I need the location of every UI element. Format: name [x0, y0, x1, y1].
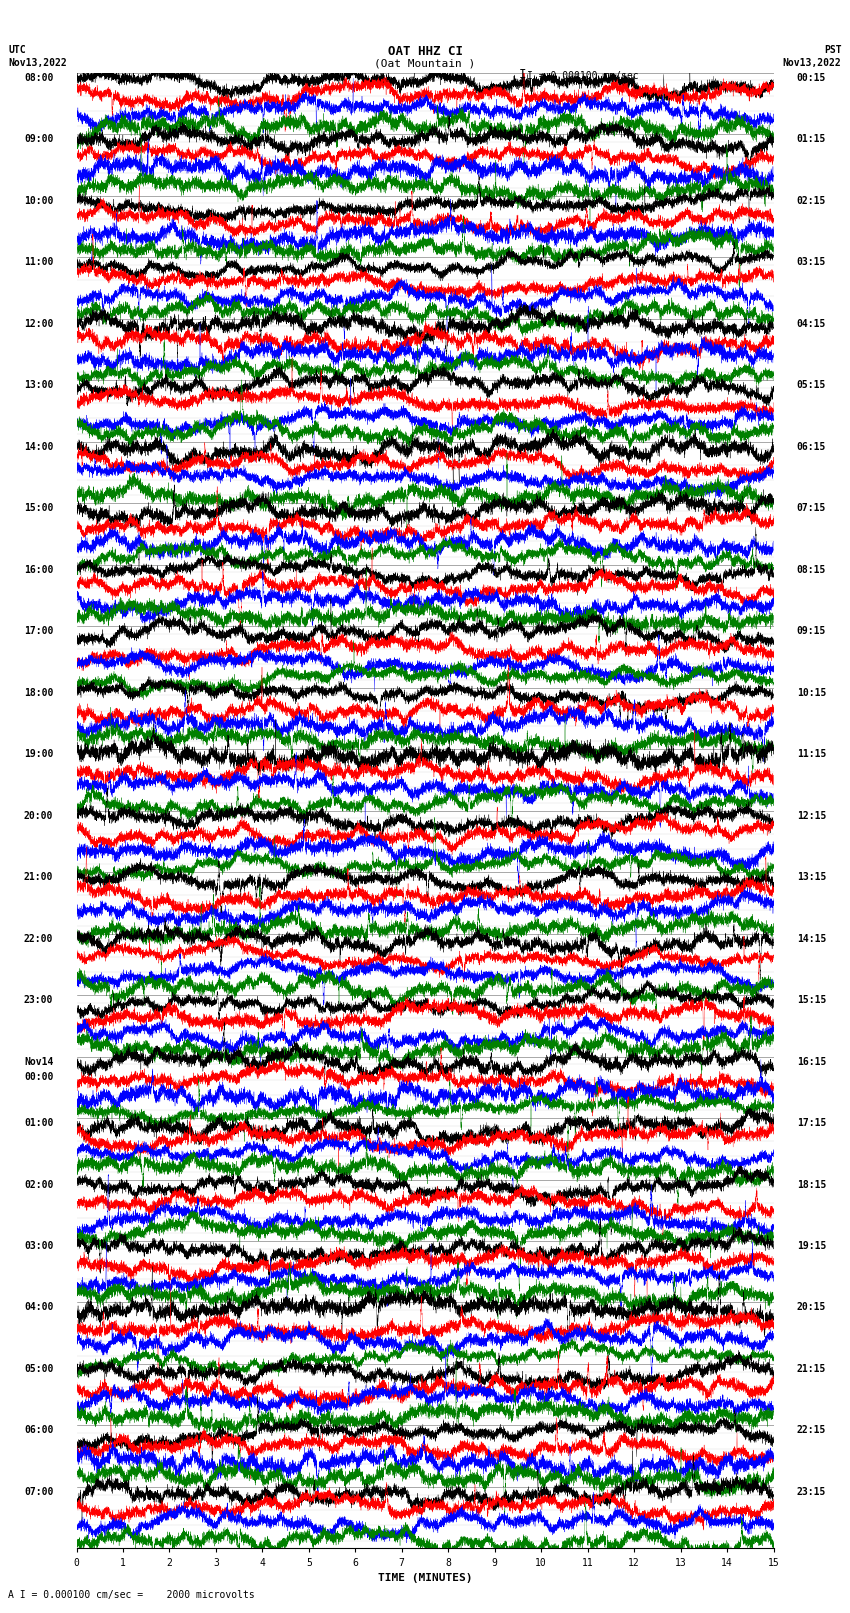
Text: 15:15: 15:15	[796, 995, 826, 1005]
Text: 08:15: 08:15	[796, 565, 826, 574]
Text: 19:00: 19:00	[24, 748, 54, 760]
Text: UTC: UTC	[8, 45, 26, 55]
Text: OAT HHZ CI: OAT HHZ CI	[388, 45, 462, 58]
Text: 12:00: 12:00	[24, 319, 54, 329]
Text: 06:15: 06:15	[796, 442, 826, 452]
Text: 06:00: 06:00	[24, 1426, 54, 1436]
Text: 23:00: 23:00	[24, 995, 54, 1005]
Text: A I = 0.000100 cm/sec =    2000 microvolts: A I = 0.000100 cm/sec = 2000 microvolts	[8, 1590, 255, 1600]
Text: 22:15: 22:15	[796, 1426, 826, 1436]
Text: 19:15: 19:15	[796, 1240, 826, 1252]
Text: 04:00: 04:00	[24, 1303, 54, 1313]
Text: 16:00: 16:00	[24, 565, 54, 574]
X-axis label: TIME (MINUTES): TIME (MINUTES)	[377, 1573, 473, 1582]
Text: 23:15: 23:15	[796, 1487, 826, 1497]
Text: 00:15: 00:15	[796, 73, 826, 82]
Text: 20:15: 20:15	[796, 1303, 826, 1313]
Text: 04:15: 04:15	[796, 319, 826, 329]
Text: 05:15: 05:15	[796, 381, 826, 390]
Text: I = 0.000100 cm/sec: I = 0.000100 cm/sec	[527, 71, 638, 81]
Text: 07:00: 07:00	[24, 1487, 54, 1497]
Text: Nov13,2022: Nov13,2022	[8, 58, 67, 68]
Text: 15:00: 15:00	[24, 503, 54, 513]
Text: 05:00: 05:00	[24, 1365, 54, 1374]
Text: 20:00: 20:00	[24, 810, 54, 821]
Text: 22:00: 22:00	[24, 934, 54, 944]
Text: 09:00: 09:00	[24, 134, 54, 144]
Text: I: I	[519, 68, 526, 81]
Text: 13:15: 13:15	[796, 873, 826, 882]
Text: PST: PST	[824, 45, 842, 55]
Text: 01:15: 01:15	[796, 134, 826, 144]
Text: 21:15: 21:15	[796, 1365, 826, 1374]
Text: 17:15: 17:15	[796, 1118, 826, 1127]
Text: 10:15: 10:15	[796, 687, 826, 697]
Text: Nov13,2022: Nov13,2022	[783, 58, 842, 68]
Text: 17:00: 17:00	[24, 626, 54, 636]
Text: 14:15: 14:15	[796, 934, 826, 944]
Text: 03:00: 03:00	[24, 1240, 54, 1252]
Text: 18:00: 18:00	[24, 687, 54, 697]
Text: (Oat Mountain ): (Oat Mountain )	[374, 58, 476, 68]
Text: 00:00: 00:00	[24, 1073, 54, 1082]
Text: 02:00: 02:00	[24, 1179, 54, 1189]
Text: 12:15: 12:15	[796, 810, 826, 821]
Text: Nov14: Nov14	[24, 1057, 54, 1066]
Text: 11:00: 11:00	[24, 256, 54, 268]
Text: 18:15: 18:15	[796, 1179, 826, 1189]
Text: 09:15: 09:15	[796, 626, 826, 636]
Text: 11:15: 11:15	[796, 748, 826, 760]
Text: 14:00: 14:00	[24, 442, 54, 452]
Text: 21:00: 21:00	[24, 873, 54, 882]
Text: 02:15: 02:15	[796, 195, 826, 205]
Text: 13:00: 13:00	[24, 381, 54, 390]
Text: 01:00: 01:00	[24, 1118, 54, 1127]
Text: 07:15: 07:15	[796, 503, 826, 513]
Text: 03:15: 03:15	[796, 256, 826, 268]
Text: 08:00: 08:00	[24, 73, 54, 82]
Text: 16:15: 16:15	[796, 1057, 826, 1066]
Text: 10:00: 10:00	[24, 195, 54, 205]
